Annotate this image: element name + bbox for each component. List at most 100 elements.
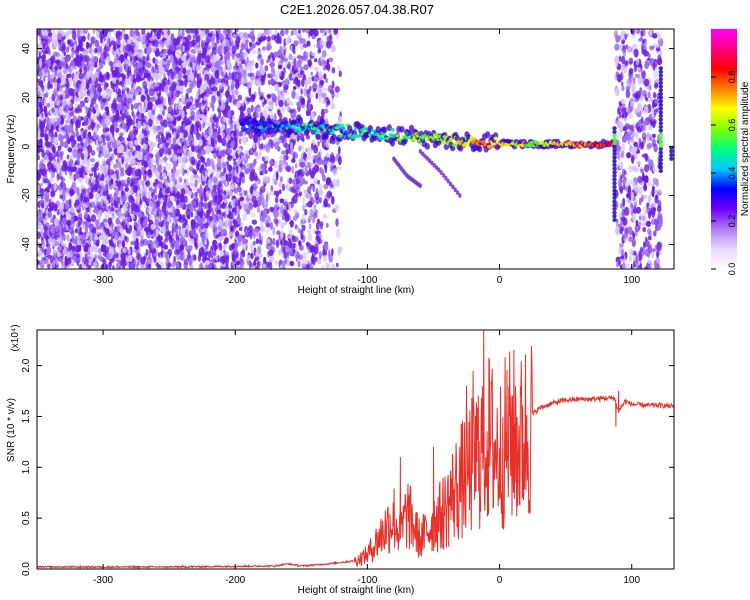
noise-cell xyxy=(39,113,43,118)
noise-cell xyxy=(106,179,110,185)
noise-cell xyxy=(87,125,92,130)
noise-cell xyxy=(163,239,166,245)
noise-cell xyxy=(98,234,103,241)
noise-cell xyxy=(269,111,274,118)
noise-cell xyxy=(102,141,107,146)
noise-cell xyxy=(71,49,75,58)
noise-cell xyxy=(83,147,88,155)
noise-cell xyxy=(40,92,44,98)
noise-cell xyxy=(212,176,217,184)
noise-cell xyxy=(47,211,52,219)
noise-cell xyxy=(219,82,223,90)
noise-cell xyxy=(180,94,186,104)
noise-cell xyxy=(46,150,51,157)
noise-cell xyxy=(235,53,241,59)
noise-cell xyxy=(323,183,329,190)
noise-cell xyxy=(49,176,54,184)
noise-cell xyxy=(182,129,188,138)
noise-cell xyxy=(62,188,66,198)
noise-cell xyxy=(231,45,237,55)
noise-cell xyxy=(98,136,103,142)
noise-cell xyxy=(192,39,197,46)
noise-cell xyxy=(63,68,68,75)
noise-cell xyxy=(46,229,49,235)
noise-cell xyxy=(162,119,168,128)
noise-cell xyxy=(83,51,88,56)
noise-cell xyxy=(120,253,126,259)
noise-cell xyxy=(151,165,155,174)
noise-cell xyxy=(246,107,252,115)
noise-cell xyxy=(225,250,230,256)
noise-cell xyxy=(84,116,87,122)
noise-cell xyxy=(104,81,107,91)
noise-cell xyxy=(220,175,227,181)
noise-cell xyxy=(177,58,182,66)
noise-cell xyxy=(140,34,146,44)
noise-cell xyxy=(41,61,46,69)
noise-cell xyxy=(108,147,113,152)
noise-cell xyxy=(52,260,56,269)
noise-cell xyxy=(43,220,47,225)
noise-cell xyxy=(78,177,83,184)
noise-cell xyxy=(85,82,90,90)
noise-cell xyxy=(311,142,314,151)
noise-cell xyxy=(123,124,128,132)
noise-cell xyxy=(110,137,115,143)
noise-cell xyxy=(191,103,197,111)
noise-cell xyxy=(66,154,70,160)
noise-cell xyxy=(50,73,54,79)
noise-cell xyxy=(188,257,192,267)
noise-cell xyxy=(193,145,199,153)
noise-cell xyxy=(125,64,128,70)
noise-cell xyxy=(176,39,180,46)
noise-cell xyxy=(150,185,153,195)
noise-cell xyxy=(39,58,42,68)
noise-cell xyxy=(43,154,49,164)
noise-cell xyxy=(44,83,48,92)
noise-cell xyxy=(65,81,70,89)
noise-cell xyxy=(46,141,52,147)
noise-cell xyxy=(198,228,202,235)
noise-cell xyxy=(203,202,209,210)
noise-cell xyxy=(229,232,233,237)
noise-cell xyxy=(104,211,110,220)
noise-cell xyxy=(47,162,52,167)
noise-cell xyxy=(79,67,83,74)
noise-cell xyxy=(53,51,59,57)
noise-cell xyxy=(221,91,226,97)
noise-cell xyxy=(228,34,231,39)
noise-cell xyxy=(51,242,55,247)
noise-cell xyxy=(179,244,185,252)
noise-cell xyxy=(178,253,184,260)
noise-cell xyxy=(38,247,43,257)
noise-cell xyxy=(186,167,190,176)
noise-cell xyxy=(40,182,43,187)
noise-cell xyxy=(247,254,251,262)
noise-cell xyxy=(93,226,97,234)
noise-cell xyxy=(219,236,223,242)
noise-cell xyxy=(141,180,145,189)
noise-cell xyxy=(130,241,135,246)
noise-cell xyxy=(118,190,122,198)
noise-cell xyxy=(160,250,164,258)
noise-cell xyxy=(41,203,45,209)
noise-cell xyxy=(156,256,160,264)
noise-cell xyxy=(325,262,330,269)
noise-cell xyxy=(144,252,148,260)
noise-cell xyxy=(185,29,192,34)
noise-cell xyxy=(134,243,139,251)
noise-cell xyxy=(83,245,89,253)
noise-cell xyxy=(75,159,81,166)
noise-cell xyxy=(155,58,159,65)
noise-cell xyxy=(158,64,163,70)
noise-cell xyxy=(169,54,174,64)
noise-cell xyxy=(172,39,176,47)
noise-cell xyxy=(95,219,99,226)
noise-cell xyxy=(83,212,89,219)
noise-cell xyxy=(196,74,200,82)
noise-cell xyxy=(111,48,114,54)
noise-cell xyxy=(147,111,152,117)
noise-cell xyxy=(173,109,180,116)
noise-cell xyxy=(218,231,222,237)
noise-cell xyxy=(207,250,212,258)
